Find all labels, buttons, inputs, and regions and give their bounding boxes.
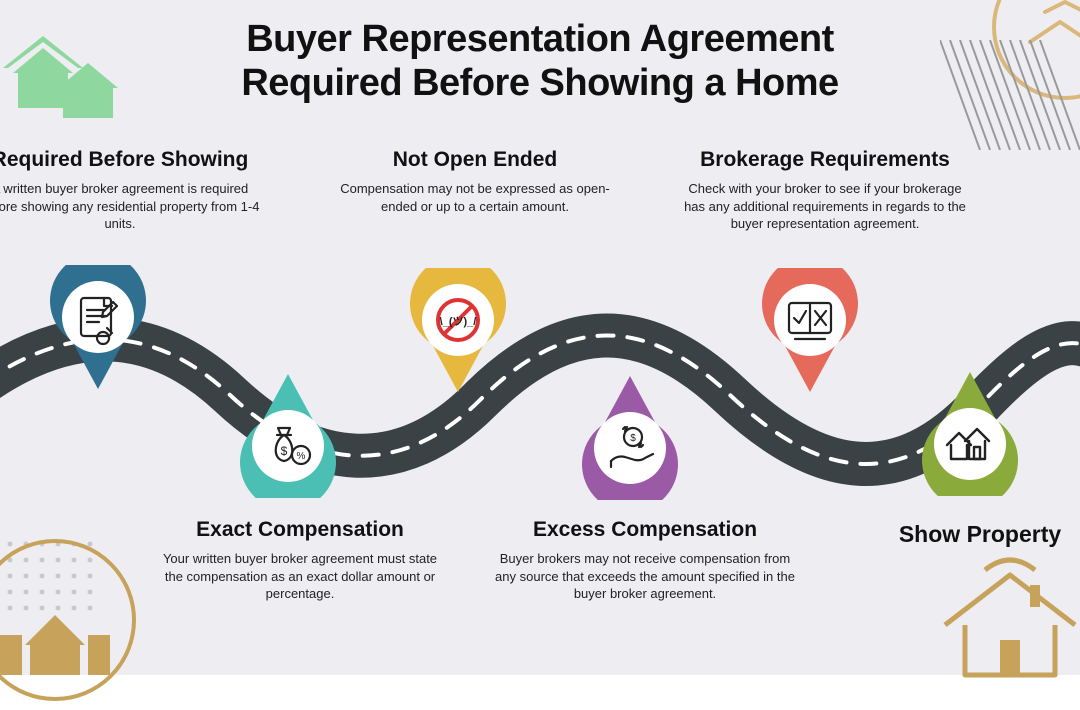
section-excess: Excess Compensation Buyer brokers may not… (495, 518, 795, 603)
svg-text:%: % (297, 451, 306, 462)
section-exact: Exact Compensation Your written buyer bro… (160, 518, 440, 603)
infographic-canvas: Buyer Representation AgreementRequired B… (0, 0, 1080, 675)
section-body-required: A written buyer broker agreement is requ… (0, 180, 260, 233)
section-required: Required Before Showing A written buyer b… (0, 148, 260, 233)
pin-show (918, 368, 1022, 496)
svg-text:$: $ (630, 433, 636, 444)
section-title-not-open: Not Open Ended (330, 148, 620, 172)
section-title-brokerage: Brokerage Requirements (680, 148, 970, 172)
section-body-not-open: Compensation may not be expressed as ope… (330, 180, 620, 215)
page-title: Buyer Representation AgreementRequired B… (0, 18, 1080, 105)
section-body-excess: Buyer brokers may not receive compensati… (495, 550, 795, 603)
section-title-required: Required Before Showing (0, 148, 260, 172)
pin-excess: $ (578, 372, 682, 500)
pin-required (46, 265, 150, 393)
badge-decor-bottom-left (0, 535, 140, 710)
house-decor-bottom-right (930, 555, 1080, 688)
svg-text:$: $ (281, 444, 288, 458)
section-brokerage: Brokerage Requirements Check with your br… (680, 148, 970, 233)
section-title-excess: Excess Compensation (495, 518, 795, 542)
svg-text:\_(ツ)_/: \_(ツ)_/ (440, 316, 477, 328)
section-title-exact: Exact Compensation (160, 518, 440, 542)
pin-not-open: \_(ツ)_/ (406, 268, 510, 396)
section-body-exact: Your written buyer broker agreement must… (160, 550, 440, 603)
section-title-show: Show Property (870, 521, 1080, 548)
pin-brokerage (758, 268, 862, 396)
title-line-1: Buyer Representation Agreement (0, 18, 1080, 62)
section-show: Show Property (870, 521, 1080, 548)
section-body-brokerage: Check with your broker to see if your br… (680, 180, 970, 233)
section-not-open: Not Open Ended Compensation may not be ex… (330, 148, 620, 215)
pin-exact: $ % (236, 370, 340, 498)
title-line-2: Required Before Showing a Home (0, 62, 1080, 106)
